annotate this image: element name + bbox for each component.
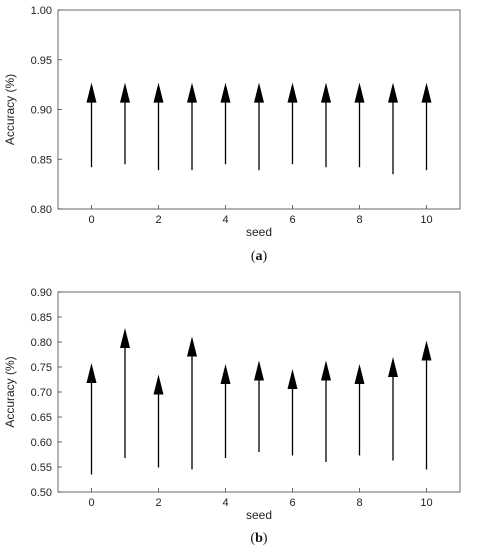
y-tick-label: 1.00 [31, 5, 52, 17]
arrow-head [421, 340, 432, 361]
arrow-head [388, 82, 398, 103]
arrow-head [254, 360, 264, 381]
y-tick-label: 0.50 [31, 487, 52, 499]
arrow-head [153, 374, 164, 395]
x-tick-label: 10 [420, 497, 432, 509]
arrow-head [254, 82, 264, 103]
arrow-head [388, 357, 398, 377]
y-tick-label: 0.65 [31, 412, 52, 424]
y-tick-label: 0.95 [31, 55, 52, 67]
y-axis-title: Accuracy (%) [3, 356, 17, 427]
y-tick-label: 0.80 [31, 337, 52, 349]
y-tick-label: 0.90 [31, 105, 52, 117]
y-tick-label: 0.75 [31, 362, 52, 374]
x-tick-label: 10 [420, 214, 432, 226]
y-axis-title: Accuracy (%) [3, 74, 17, 145]
arrow-head [86, 82, 97, 103]
y-tick-label: 0.60 [31, 437, 52, 449]
caption-letter: a [256, 249, 263, 264]
arrow-head [153, 82, 164, 103]
caption-letter: b [255, 531, 263, 546]
panel-caption: (b) [250, 531, 267, 546]
y-tick-label: 0.70 [31, 387, 52, 399]
x-tick-label: 2 [155, 497, 161, 509]
arrow-head [120, 328, 130, 348]
x-axis-title: seed [246, 225, 272, 239]
arrow-head [220, 364, 231, 384]
y-tick-label: 0.80 [31, 204, 52, 216]
x-tick-label: 6 [289, 497, 295, 509]
arrow-head [86, 363, 97, 383]
caption-close-paren: ) [263, 531, 268, 546]
chart-a: 0.80 0.85 0.90 0.95 1.00 0 2 4 6 8 10 seed Accuracy … [3, 5, 461, 264]
x-axis-title: seed [246, 508, 272, 522]
arrow-head [321, 82, 331, 103]
y-tick-label: 0.85 [31, 154, 52, 166]
x-tick-label: 8 [356, 214, 362, 226]
caption-close-paren: ) [263, 249, 268, 264]
arrow-head [187, 82, 197, 103]
x-tick-label: 4 [222, 497, 228, 509]
arrow-head [354, 82, 365, 103]
arrow-head [287, 369, 298, 389]
arrow-head [287, 82, 298, 103]
x-tick-label: 8 [356, 497, 362, 509]
x-tick-label: 4 [222, 214, 228, 226]
arrow-head [354, 364, 365, 384]
y-tick-label: 0.90 [31, 287, 52, 299]
x-tick-label: 0 [88, 214, 94, 226]
arrow-head [321, 360, 331, 381]
x-tick-label: 2 [155, 214, 161, 226]
x-tick-label: 0 [88, 497, 94, 509]
chart-b: 0.50 0.55 0.60 0.65 0.70 0.75 0.80 0.85 0.90 0 2 4 6… [3, 287, 461, 546]
y-tick-label: 0.55 [31, 462, 52, 474]
arrow-head [220, 82, 231, 103]
arrow-head [421, 82, 432, 103]
panel-caption: (a) [251, 249, 268, 264]
arrow-head [120, 82, 130, 103]
caption-open-paren: ( [251, 249, 256, 264]
y-tick-label: 0.85 [31, 312, 52, 324]
caption-open-paren: ( [250, 531, 255, 546]
x-tick-label: 6 [289, 214, 295, 226]
arrow-head [187, 336, 197, 357]
